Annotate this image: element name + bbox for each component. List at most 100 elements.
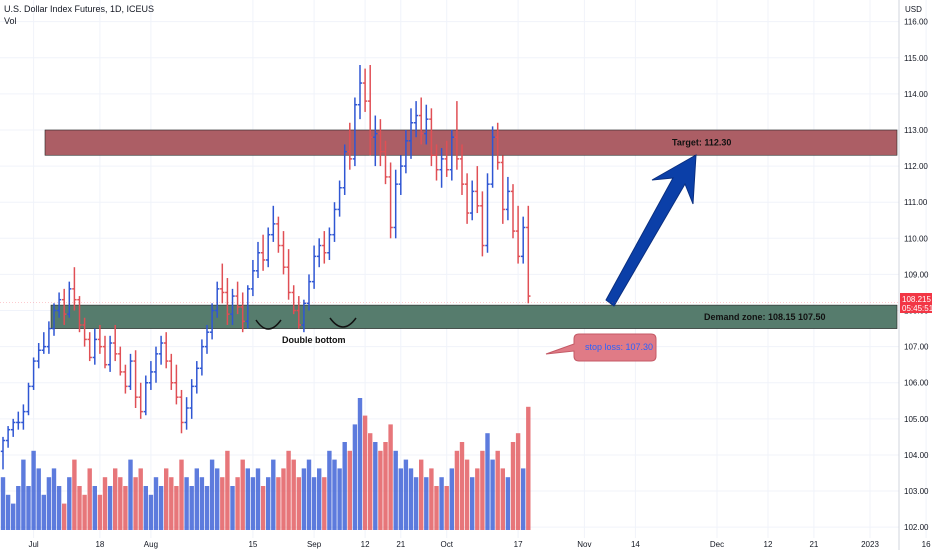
ohlc-bar: [26, 382, 31, 416]
volume-bar: [281, 468, 286, 530]
ohlc-bar: [148, 361, 154, 390]
ohlc-bar: [133, 350, 138, 409]
ohlc-bar: [490, 126, 495, 188]
volume-bar: [276, 477, 281, 530]
ohlc-bar: [495, 122, 500, 170]
volume-bar: [0, 477, 6, 530]
ohlc-bar: [317, 238, 322, 268]
volume-bar: [362, 415, 368, 530]
volume-bar: [393, 450, 398, 530]
volume-bar: [475, 468, 480, 530]
x-tick-label: 14: [631, 540, 640, 549]
x-tick-label: 12: [361, 540, 370, 549]
volume-bar: [373, 442, 378, 530]
ohlc-bar: [194, 361, 199, 394]
volume-bar: [398, 468, 403, 530]
x-tick-label: 18: [95, 540, 104, 549]
ohlc-bar: [255, 241, 261, 279]
volume-bar: [454, 450, 460, 530]
zones: Target: 112.30 Demand zone: 108.15 107.50: [44, 129, 898, 329]
ohlc-bar: [485, 173, 490, 253]
y-tick-label: 116.00: [904, 18, 928, 27]
target-zone: [44, 129, 898, 156]
x-tick-label: Sep: [307, 540, 322, 549]
x-tick-label: Oct: [440, 540, 453, 549]
volume-bar: [429, 468, 434, 530]
ohlc-bar: [250, 259, 256, 297]
volume-bar: [209, 459, 215, 530]
volume-bar: [526, 406, 531, 530]
ohlc-bar: [296, 296, 301, 329]
volume-bar: [128, 459, 133, 530]
volume-bar: [255, 468, 261, 530]
volume-bar: [490, 459, 495, 530]
volume-bar: [403, 459, 409, 530]
ohlc-bar: [352, 97, 358, 167]
ohlc-bar: [230, 288, 235, 325]
volume-bar: [383, 442, 388, 530]
volume-bar: [342, 442, 347, 530]
ohlc-bar: [164, 332, 169, 369]
ohlc-bar: [153, 346, 159, 383]
y-tick-label: 110.00: [904, 234, 928, 243]
volume-bar: [245, 468, 250, 530]
volume-bar: [113, 468, 118, 530]
x-tick-label: 2023: [861, 540, 879, 549]
ohlc-bar: [475, 166, 480, 214]
ohlc-bar: [368, 64, 373, 156]
volume-bar: [485, 433, 490, 530]
ohlc-bar: [67, 281, 72, 318]
ohlc-bar: [87, 332, 92, 362]
last-price-tag: 108.215 05:45:51: [900, 293, 932, 313]
ohlc-bar: [413, 101, 419, 138]
y-tick-label: 104.00: [904, 451, 929, 460]
volume-bar: [62, 503, 67, 530]
ohlc-bar: [373, 115, 378, 167]
volume-bar: [11, 503, 16, 530]
ohlc-bar: [138, 382, 143, 419]
volume-bar: [230, 486, 235, 530]
volume-bar: [169, 477, 174, 530]
volume-bar: [67, 477, 72, 530]
ohlc-bar: [31, 357, 36, 390]
ohlc-bar: [82, 317, 87, 347]
demand-zone: [50, 304, 898, 329]
ohlc-bar: [56, 292, 62, 318]
ohlc-bar: [347, 122, 352, 170]
volume-bar: [306, 459, 312, 530]
ohlc-bar: [526, 205, 531, 304]
volume-bar: [439, 477, 444, 530]
ohlc-bar: [429, 108, 434, 167]
volume-bar: [240, 459, 245, 530]
ohlc-bar: [398, 155, 403, 195]
last-price: 108.215: [902, 295, 931, 304]
ohlc-bar: [444, 140, 449, 177]
ohlc-bar: [174, 364, 179, 405]
volume-bar: [317, 468, 322, 530]
target-zone-label: Target: 112.30: [672, 138, 731, 148]
volume-bar: [449, 468, 454, 530]
x-tick-label: 21: [396, 540, 405, 549]
volume-bar: [495, 450, 500, 530]
volume-bar: [378, 450, 383, 530]
ohlc-bar: [403, 129, 409, 174]
ohlc-bar: [459, 144, 465, 195]
volume-bar: [332, 459, 337, 530]
volume-bar: [505, 477, 511, 530]
ohlc-bar: [123, 364, 128, 394]
volume-bar: [250, 477, 256, 530]
volume-bar: [322, 477, 327, 530]
volume-bar: [464, 459, 470, 530]
ohlc-bar: [225, 278, 230, 325]
volume-bar: [143, 486, 148, 530]
volume-bar: [357, 398, 363, 530]
ohlc-bar: [480, 191, 485, 257]
volume-label: Vol: [4, 16, 17, 26]
ohlc-bar: [128, 353, 133, 390]
ohlc-bar: [408, 108, 414, 159]
currency-label: USD: [905, 5, 922, 14]
x-tick-label: Aug: [144, 540, 158, 549]
ohlc-bar: [158, 335, 164, 365]
volume-bar: [72, 459, 77, 530]
y-tick-label: 103.00: [904, 487, 929, 496]
